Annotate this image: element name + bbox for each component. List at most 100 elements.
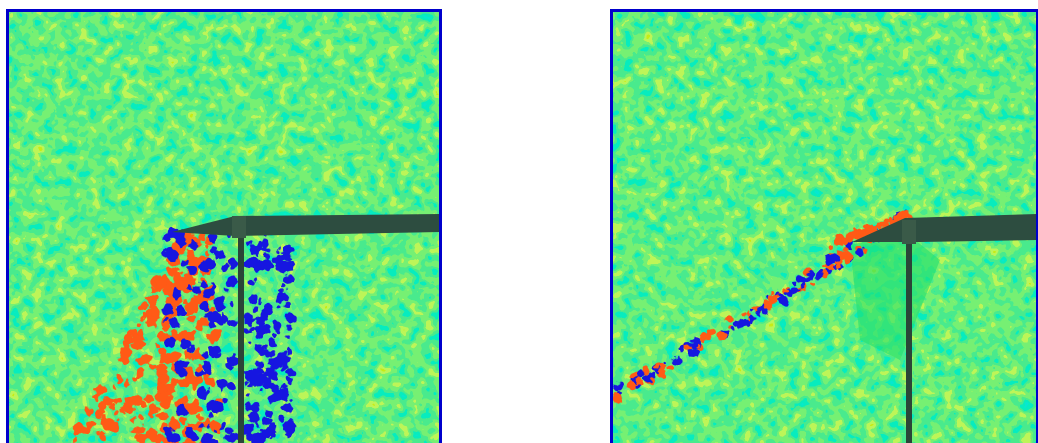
- strain-spot: [95, 408, 105, 418]
- strain-spot: [862, 248, 868, 254]
- strain-spot: [177, 379, 185, 387]
- strain-spot: [791, 285, 800, 294]
- strain-spot: [219, 421, 227, 429]
- strain-spot: [650, 378, 654, 383]
- strain-spot: [251, 305, 259, 314]
- strain-spot: [243, 401, 252, 410]
- strain-spot: [254, 403, 261, 410]
- strain-spot: [196, 370, 205, 378]
- rod-joint: [232, 216, 246, 238]
- strain-spot: [260, 431, 266, 437]
- strain-spot: [651, 372, 655, 376]
- strain-spot: [155, 364, 164, 373]
- strain-spot: [183, 366, 195, 378]
- strain-spot: [247, 278, 255, 286]
- strain-spot: [208, 330, 221, 342]
- strain-spot: [255, 315, 266, 326]
- strain-spot: [188, 346, 194, 351]
- strain-spot: [185, 309, 192, 316]
- strain-spot: [749, 308, 754, 313]
- strain-spot: [792, 279, 797, 284]
- strain-spot: [264, 304, 274, 314]
- strain-spot: [679, 345, 685, 351]
- strain-spot: [222, 264, 228, 271]
- strain-spot: [209, 311, 221, 324]
- strain-spot: [248, 411, 261, 424]
- strain-spot: [85, 424, 92, 431]
- strain-spot: [218, 320, 224, 326]
- strain-spot: [135, 331, 144, 340]
- strain-spot: [287, 245, 295, 253]
- strain-spot: [196, 415, 202, 421]
- strain-spot: [759, 305, 765, 311]
- strain-spot: [92, 394, 99, 401]
- strain-spot: [261, 247, 269, 255]
- strain-spot: [799, 282, 806, 289]
- strain-spot: [185, 427, 196, 439]
- strain-spot: [825, 255, 835, 264]
- strain-spot: [184, 349, 194, 359]
- strain-spot: [852, 231, 858, 236]
- strain-spot: [84, 407, 93, 416]
- strain-spot: [108, 404, 114, 410]
- strain-spot: [244, 379, 249, 384]
- strain-spot: [716, 331, 726, 340]
- strain-spot: [149, 427, 158, 436]
- strain-spot: [187, 285, 192, 290]
- strain-spot: [255, 242, 262, 249]
- strain-spot: [843, 254, 852, 263]
- strain-spot: [220, 314, 228, 322]
- strain-spot: [655, 362, 660, 368]
- strain-spot: [228, 322, 234, 328]
- strain-spot: [841, 245, 849, 253]
- strain-spot: [148, 404, 159, 414]
- strain-spot: [193, 293, 205, 305]
- strain-spot: [677, 360, 681, 365]
- strain-spot: [204, 257, 216, 269]
- strain-spot: [201, 317, 210, 327]
- strain-spot: [188, 300, 194, 305]
- strain-spot: [166, 303, 174, 310]
- strain-spot: [894, 214, 901, 220]
- strain-spot: [264, 259, 275, 270]
- strain-spot: [269, 373, 277, 381]
- strain-spot: [255, 252, 260, 258]
- strain-spot: [213, 428, 219, 433]
- strain-spot: [164, 287, 173, 297]
- strain-spot: [108, 422, 120, 433]
- strain-spot: [259, 299, 264, 304]
- strain-spot: [279, 282, 287, 290]
- strain-spot: [187, 276, 196, 285]
- strain-spot: [113, 409, 119, 416]
- strain-spot: [189, 316, 194, 321]
- strain-spot: [197, 365, 203, 371]
- strain-spot: [834, 264, 841, 271]
- strain-spot: [627, 381, 637, 390]
- strain-spot: [288, 398, 293, 403]
- strain-spot: [762, 308, 770, 315]
- strain-spot: [777, 294, 783, 301]
- strain-spot: [200, 432, 212, 443]
- strain-spot: [677, 356, 683, 362]
- strain-spot: [188, 240, 198, 250]
- strain-spot: [248, 294, 257, 304]
- strain-spot: [258, 388, 264, 393]
- strain-spot: [841, 237, 847, 243]
- strain-spot: [287, 369, 295, 377]
- strain-spot: [766, 303, 773, 310]
- strain-spot: [192, 399, 200, 407]
- strain-spot: [657, 366, 663, 373]
- rod-joint: [902, 220, 916, 244]
- strain-spot: [175, 306, 184, 315]
- strain-spot: [220, 255, 225, 261]
- strain-spot: [284, 336, 289, 341]
- strain-spot: [209, 306, 216, 313]
- strain-spot: [276, 248, 282, 253]
- strain-spot: [190, 382, 198, 390]
- strain-spot: [203, 377, 209, 383]
- strain-spot: [723, 315, 733, 324]
- strain-spot: [104, 396, 114, 406]
- strain-spot: [156, 331, 168, 342]
- strain-spot: [156, 278, 167, 289]
- strain-spot: [630, 372, 638, 380]
